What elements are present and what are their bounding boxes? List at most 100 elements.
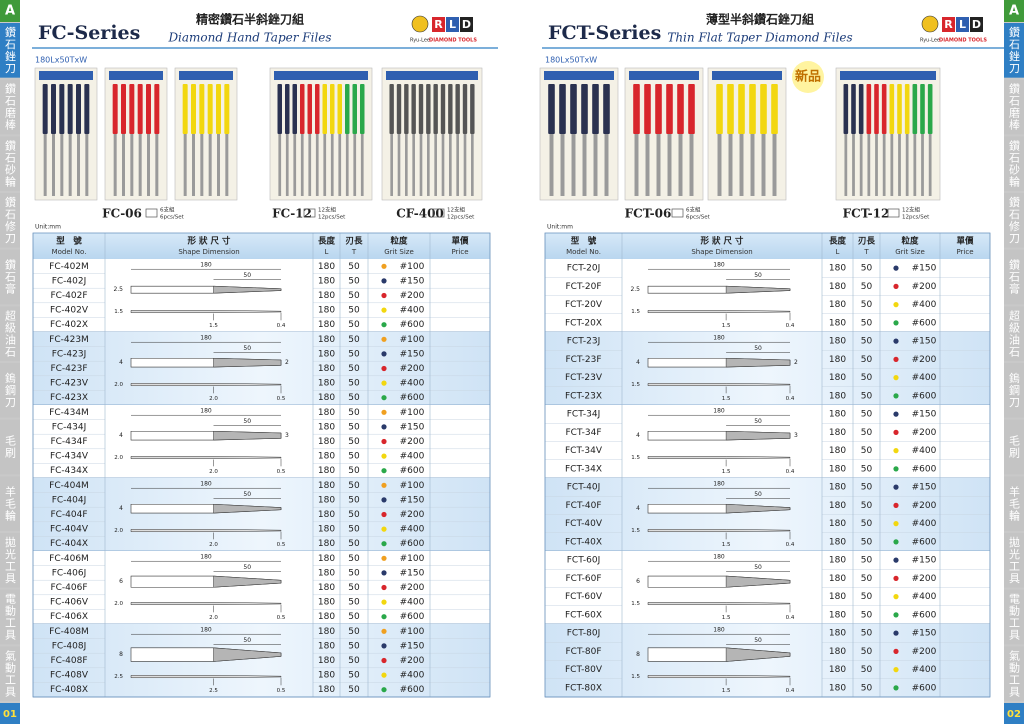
dim-width: 6 (636, 578, 640, 585)
file-blade-area (725, 647, 791, 662)
page-number: 01 (3, 709, 17, 720)
blade-length-value: 50 (348, 539, 360, 549)
package-label (179, 71, 233, 80)
blade-length-value: 50 (861, 446, 873, 456)
grit-size: #150 (912, 337, 937, 347)
length-value: 180 (829, 337, 846, 347)
grit-size: #150 (912, 483, 937, 493)
header-zh: 形 狀 尺 寸 (701, 236, 744, 247)
grit-size: #200 (912, 355, 937, 365)
file-handle (920, 84, 925, 134)
file-handle (771, 84, 778, 134)
header-en: L (836, 248, 840, 256)
grit-dot (381, 672, 387, 678)
file-blade (200, 134, 204, 196)
grit-dot (893, 484, 899, 490)
category-tab (0, 193, 20, 248)
set-count-en: 12pcs/Set (902, 215, 930, 221)
file-blade (412, 134, 415, 196)
grit-size: #100 (400, 262, 425, 272)
category-tab-label: 氣動工具 (4, 648, 17, 697)
category-tab (1004, 476, 1024, 531)
file-blade (921, 134, 924, 196)
file-handle (389, 84, 394, 134)
dim-end: 0.5 (277, 469, 286, 475)
file-handle (322, 84, 327, 134)
grit-size: #600 (400, 393, 425, 403)
blade-length-value: 50 (348, 393, 360, 403)
blade-length-value: 50 (348, 685, 360, 695)
length-value: 180 (318, 539, 335, 549)
model-number: FC-434X (50, 466, 88, 476)
model-number: FCT-20V (565, 300, 603, 310)
dim-width: 4 (636, 432, 640, 439)
grit-dot (893, 429, 899, 435)
dim-width: 8 (119, 651, 123, 658)
file-handle (889, 84, 895, 134)
grit-size: #150 (912, 410, 937, 420)
file-handle (292, 84, 297, 134)
length-value: 180 (318, 641, 335, 651)
header-zh: 單價 (956, 236, 974, 247)
dim-end: 0.4 (786, 615, 795, 621)
file-handle (912, 84, 918, 134)
grit-size: #200 (400, 583, 425, 593)
category-tab (1004, 249, 1024, 305)
blade-length-value: 50 (861, 464, 873, 474)
category-tab (0, 419, 20, 475)
length-value: 180 (829, 264, 846, 274)
blade-length-value: 50 (348, 510, 360, 520)
length-value: 180 (318, 262, 335, 272)
blade-length-value: 50 (348, 583, 360, 593)
category-tab (0, 533, 20, 588)
file-handle (470, 84, 475, 134)
length-value: 180 (318, 568, 335, 578)
model-number: FCT-80F (565, 647, 601, 657)
file-blade (68, 134, 72, 196)
blade-length-value: 50 (348, 495, 360, 505)
category-tab-label: 羊毛輪 (1008, 484, 1021, 521)
file-blade (634, 134, 639, 196)
file-handle (330, 84, 335, 134)
category-tab (1004, 533, 1024, 588)
grit-size: #200 (912, 428, 937, 438)
model-number: FCT-80X (565, 683, 602, 693)
blade-length-value: 50 (348, 422, 360, 432)
model-number: FC-404F (50, 510, 87, 520)
page-number: 02 (1007, 709, 1021, 720)
length-value: 180 (318, 554, 335, 564)
category-tab-label: 鑽石砂輪 (1008, 138, 1021, 187)
grit-dot (381, 292, 387, 299)
grit-size: #100 (400, 627, 425, 637)
dim-thickness: 1.5 (114, 309, 123, 315)
file-handle (300, 84, 305, 134)
dim-base: 1.5 (722, 542, 731, 548)
grit-size: #400 (400, 525, 425, 535)
model-number: FCT-34X (565, 464, 602, 474)
grit-dot (381, 584, 387, 591)
file-handle (337, 84, 342, 134)
length-value: 180 (829, 519, 846, 529)
file-blade-area (725, 503, 791, 514)
model-number: FCT-20F (565, 282, 601, 292)
grit-dot (381, 424, 387, 430)
dim-thickness: 1.5 (631, 674, 640, 680)
dim-end: 0.5 (277, 615, 286, 621)
file-handle (592, 84, 599, 134)
file-blade (449, 134, 452, 196)
dim-end: 0.5 (277, 688, 286, 694)
grit-dot (381, 322, 387, 328)
grit-dot (893, 539, 899, 545)
file-blade (405, 134, 408, 196)
category-tab-label: 毛刷 (1008, 435, 1021, 459)
file-blade-area (213, 358, 282, 368)
grit-size: #600 (400, 539, 425, 549)
dim-blade: 50 (754, 637, 762, 644)
grit-dot (381, 570, 387, 576)
file-handle (345, 84, 350, 134)
grit-dot (381, 541, 387, 547)
category-tab (0, 476, 20, 531)
blade-length-value: 50 (861, 483, 873, 493)
grit-dot (381, 365, 387, 372)
file-blade (43, 134, 47, 196)
